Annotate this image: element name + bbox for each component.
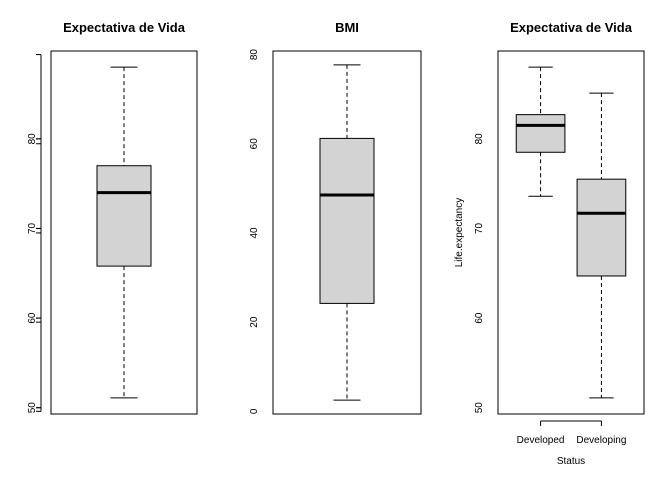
y-tick-label: 50 bbox=[27, 402, 38, 414]
y-tick-label: 80 bbox=[249, 49, 260, 61]
chart-title: Expectativa de Vida bbox=[510, 20, 633, 35]
y-tick-label: 40 bbox=[249, 227, 260, 239]
y-tick-label: 60 bbox=[27, 312, 38, 324]
plot-frame bbox=[272, 50, 422, 415]
box-all bbox=[96, 66, 152, 399]
y-tick-label: 80 bbox=[474, 133, 485, 145]
panel-2: BMI 0 20 40 60 80 bbox=[36, 20, 422, 415]
x-tick-label: Developing bbox=[576, 435, 626, 446]
y-tick-label: 80 bbox=[27, 133, 38, 145]
panel-1: Expectativa de Vida 50 60 70 80 bbox=[27, 20, 198, 415]
iqr-box bbox=[576, 178, 627, 277]
iqr-box bbox=[96, 165, 152, 267]
box-developed bbox=[515, 66, 566, 197]
box-developing bbox=[576, 92, 627, 399]
y-tick-label: 50 bbox=[474, 402, 485, 414]
y-tick-label: 0 bbox=[249, 408, 260, 414]
plot-frame bbox=[497, 50, 645, 415]
panel-3: Expectativa de Vida 50 60 70 80 Life.expectan… bbox=[36, 20, 645, 467]
y-axis-label: Life.expectancy bbox=[454, 198, 465, 268]
chart-title: BMI bbox=[335, 20, 359, 35]
plot-frame bbox=[50, 50, 198, 415]
y-tick-label: 70 bbox=[27, 222, 38, 234]
iqr-box bbox=[515, 114, 566, 153]
y-tick-label: 20 bbox=[249, 316, 260, 328]
y-tick-label: 60 bbox=[474, 312, 485, 324]
chart-title: Expectativa de Vida bbox=[63, 20, 186, 35]
x-tick-label: Developed bbox=[517, 435, 565, 446]
box-all bbox=[319, 64, 375, 401]
iqr-box bbox=[319, 137, 375, 304]
y-tick-label: 60 bbox=[249, 138, 260, 150]
x-axis-label: Status bbox=[557, 456, 585, 467]
y-tick-label: 70 bbox=[474, 222, 485, 234]
